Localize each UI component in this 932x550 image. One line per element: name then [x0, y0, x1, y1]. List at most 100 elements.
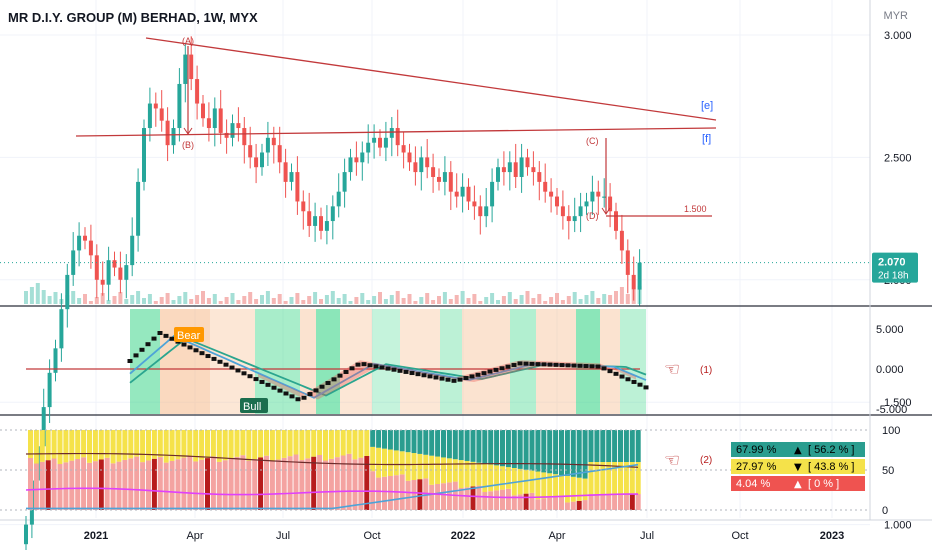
candle-body — [165, 120, 170, 146]
stack-green — [494, 430, 500, 466]
stack-yellow — [547, 473, 553, 498]
stack-green — [588, 430, 594, 462]
stack-yellow — [39, 430, 45, 462]
candle-body — [230, 123, 235, 138]
stack-yellow — [623, 462, 629, 494]
stack-red — [600, 494, 606, 510]
oscillator-zone — [400, 309, 440, 414]
stack-yellow — [399, 451, 405, 475]
volume-bar — [53, 292, 58, 304]
candle-body — [100, 279, 105, 285]
volume-bar — [525, 291, 530, 304]
stack-yellow — [252, 430, 258, 460]
stack-yellow — [328, 430, 334, 459]
stack-red — [340, 455, 346, 510]
volume-bar — [572, 292, 577, 304]
currency-label: MYR — [883, 10, 908, 22]
oscillator-zone — [620, 309, 646, 414]
stack-yellow — [458, 460, 464, 489]
volume-bar — [513, 299, 518, 304]
candle-body — [566, 216, 571, 222]
stack-yellow — [346, 430, 352, 454]
stack-yellow — [57, 430, 63, 465]
oscillator-marker — [373, 364, 379, 369]
stack-red — [81, 457, 87, 510]
volume-bar — [248, 292, 253, 304]
stack-yellow — [417, 453, 423, 480]
volume-bar — [419, 297, 424, 304]
stack-red — [222, 460, 228, 510]
oscillator-marker — [283, 391, 289, 396]
stack-yellow — [446, 458, 452, 483]
stack-red — [287, 456, 293, 510]
stack-red — [63, 462, 69, 510]
oscillator-marker — [643, 385, 649, 390]
stack-yellow — [576, 477, 582, 501]
stack-green — [505, 430, 511, 468]
stack-red — [246, 460, 252, 510]
stack-red — [181, 457, 187, 510]
candle-body — [560, 206, 565, 217]
candle-body — [171, 128, 176, 146]
volume-bar — [29, 287, 34, 304]
oscillator-marker — [559, 363, 565, 368]
oscillator-marker — [259, 379, 265, 384]
stack-red — [511, 495, 517, 510]
stack-green — [458, 430, 464, 461]
candle-body — [324, 221, 329, 231]
stack-red — [45, 460, 51, 510]
candle-body — [401, 145, 406, 153]
volume-bar — [242, 296, 247, 304]
volume-bar — [608, 295, 613, 304]
volume-bar — [437, 296, 441, 304]
oscillator-marker — [151, 336, 157, 341]
oscillator-marker — [181, 342, 187, 347]
stack-yellow — [146, 430, 151, 461]
stack-green — [464, 430, 470, 461]
stack-yellow — [281, 430, 287, 458]
oscillator-marker — [547, 362, 553, 367]
stack-red — [435, 484, 441, 510]
stack-red — [39, 461, 45, 510]
oscillator-zone — [600, 309, 620, 414]
oscillator-marker — [565, 363, 571, 368]
stack-yellow — [275, 430, 281, 460]
oscillator-marker — [457, 377, 463, 382]
volume-bar — [442, 292, 447, 304]
candle-body — [366, 142, 371, 153]
volume-bar — [142, 298, 146, 304]
stack-red — [346, 453, 352, 510]
stack-green — [529, 430, 535, 471]
stack-yellow — [494, 465, 500, 491]
candle-body — [260, 152, 264, 168]
stack-green — [411, 430, 417, 454]
volume-bar — [625, 294, 630, 304]
pointing-hand-icon: ☜ — [664, 359, 680, 380]
stack-yellow — [258, 430, 264, 458]
candle-body — [212, 108, 217, 129]
candle-body — [448, 172, 453, 192]
stack-red — [612, 494, 618, 510]
oscillator-marker — [607, 369, 613, 374]
candle-body — [295, 172, 300, 202]
oscillator-marker — [163, 333, 169, 338]
chart-title: MR D.I.Y. GROUP (M) BERHAD, 1W, MYX — [8, 10, 258, 25]
volume-bar — [407, 294, 412, 304]
stack-red — [305, 458, 311, 510]
oscillator-marker — [343, 369, 349, 374]
stack-red — [92, 461, 98, 510]
candle-body — [124, 265, 129, 280]
stack-red — [629, 494, 635, 510]
stack-yellow — [441, 457, 446, 484]
stack-yellow — [594, 462, 600, 494]
price-tick-label: 1.500 — [884, 397, 912, 409]
oscillator-zone — [340, 309, 372, 414]
volume-bar — [277, 294, 282, 304]
stack-red — [110, 463, 116, 510]
oscillator-marker — [235, 368, 241, 373]
stack-red — [618, 494, 623, 510]
stack-red — [594, 494, 600, 510]
stack-red — [429, 484, 435, 510]
stack-yellow — [169, 430, 175, 461]
